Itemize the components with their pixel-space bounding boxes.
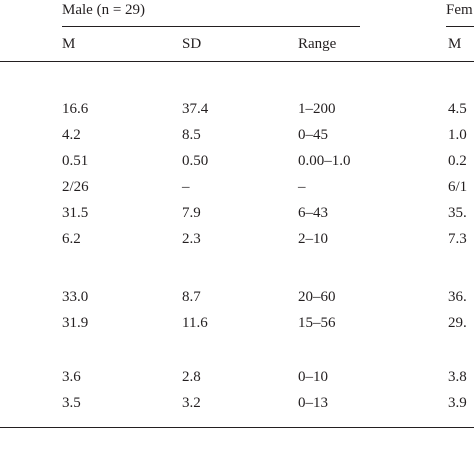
cell-m: 2/26 [62,179,89,195]
table-row: 2/26 – – 6/1 [0,180,474,197]
cell-sd: 11.6 [182,315,208,331]
bottom-rule [0,427,474,428]
col-header-female-m: M [448,36,462,52]
cell-female-m: 36. [448,289,467,305]
cell-m: 33.0 [62,289,89,305]
cell-sd: 8.7 [182,289,201,305]
table-row: 16.6 37.4 1–200 4.5 [0,102,474,119]
cell-sd: 2.3 [182,231,201,247]
male-group-underline [62,26,360,27]
cell-range: 15–56 [298,315,336,331]
cell-m: 3.5 [62,395,81,411]
table-row: 31.5 7.9 6–43 35. [0,206,474,223]
cell-female-m: 3.8 [448,369,467,385]
cell-female-m: 29. [448,315,467,331]
cell-female-m: 1.0 [448,127,467,143]
cell-range: 20–60 [298,289,336,305]
table-row: 31.9 11.6 15–56 29. [0,316,474,333]
cell-sd: 2.8 [182,369,201,385]
cell-range: 0–13 [298,395,328,411]
col-header-range: Range [298,36,337,52]
cell-range: 1–200 [298,101,336,117]
female-group-underline [446,26,474,27]
cell-sd: 3.2 [182,395,201,411]
table-row: 3.5 3.2 0–13 3.9 [0,396,474,413]
cell-sd: – [182,179,190,195]
table-row: 33.0 8.7 20–60 36. [0,290,474,307]
cell-range: 0–45 [298,127,328,143]
col-header-sd: SD [182,36,202,52]
cell-m: 4.2 [62,127,81,143]
cell-m: 16.6 [62,101,89,117]
header-rule [0,61,474,62]
cell-female-m: 6/1 [448,179,468,195]
cell-sd: 8.5 [182,127,201,143]
cell-female-m: 4.5 [448,101,467,117]
cell-female-m: 35. [448,205,467,221]
cell-m: 31.5 [62,205,89,221]
table-row: 3.6 2.8 0–10 3.8 [0,370,474,387]
col-header-m: M [62,36,76,52]
cell-range: – [298,179,306,195]
cell-range: 2–10 [298,231,328,247]
cell-sd: 7.9 [182,205,201,221]
cell-sd: 37.4 [182,101,209,117]
cell-m: 31.9 [62,315,89,331]
cell-m: 6.2 [62,231,81,247]
cell-female-m: 7.3 [448,231,467,247]
male-group-header: Male (n = 29) [62,2,146,18]
cell-m: 3.6 [62,369,81,385]
cell-range: 0–10 [298,369,328,385]
cell-female-m: 0.2 [448,153,467,169]
female-group-header: Fem [446,2,473,18]
table-row: 4.2 8.5 0–45 1.0 [0,128,474,145]
cell-m: 0.51 [62,153,89,169]
table-row: 0.51 0.50 0.00–1.0 0.2 [0,154,474,171]
cell-female-m: 3.9 [448,395,467,411]
cell-sd: 0.50 [182,153,209,169]
cell-range: 0.00–1.0 [298,153,351,169]
table-row: 6.2 2.3 2–10 7.3 [0,232,474,249]
cell-range: 6–43 [298,205,328,221]
